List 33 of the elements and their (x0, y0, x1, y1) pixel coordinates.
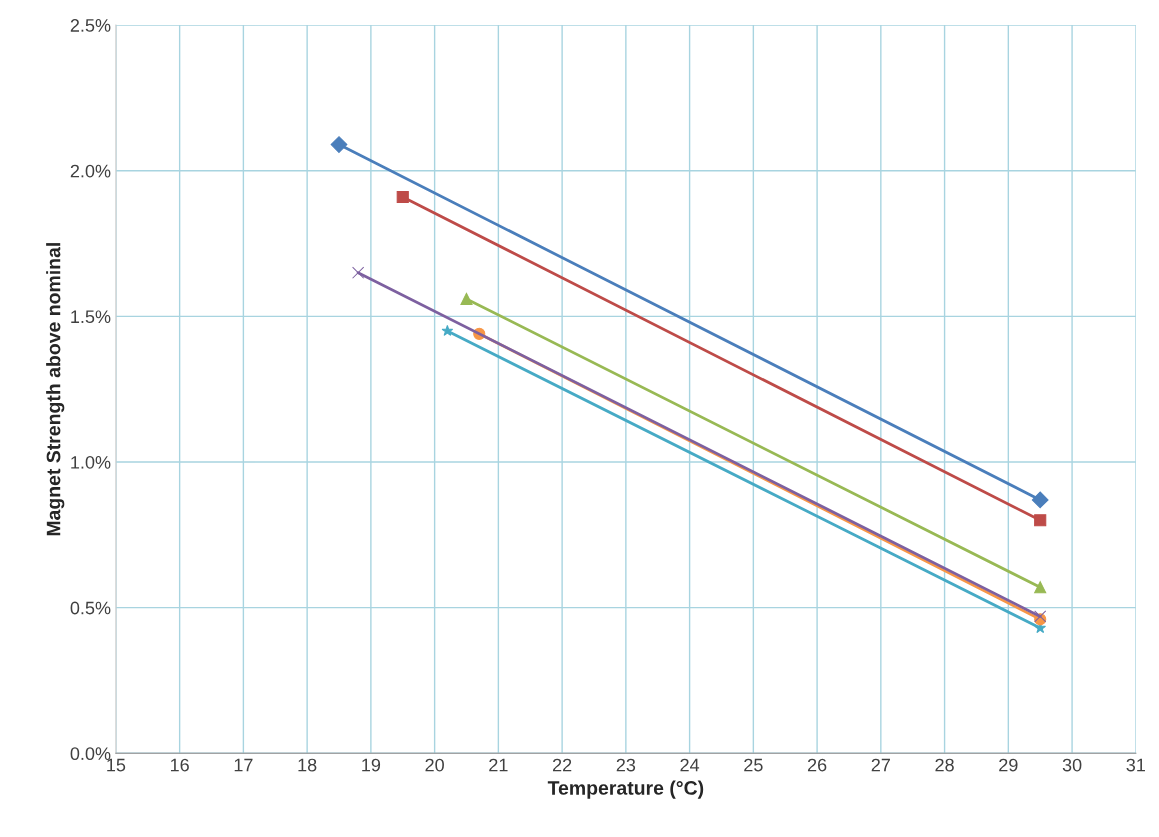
x-tick-label: 15 (107, 758, 126, 772)
point (330, 136, 348, 153)
y-tick-label: 2.5% (70, 19, 111, 32)
point (352, 266, 365, 279)
y-tick-label: 2.0% (70, 164, 111, 178)
x-tick-label: 16 (170, 758, 189, 772)
x-tick-label: 21 (489, 758, 508, 772)
y-tick-label: 0.0% (70, 747, 111, 761)
point (460, 292, 473, 305)
point (1034, 581, 1047, 594)
x-axis-title: Temperature (°C) (547, 780, 704, 799)
x-tick-label: 23 (616, 758, 636, 772)
x-tick-label: 24 (680, 758, 700, 772)
y-tick-label: 1.5% (71, 310, 111, 324)
x-tick-label: 20 (425, 758, 444, 772)
x-tick-label: 30 (1062, 758, 1082, 772)
x-tick-label: 19 (362, 758, 381, 772)
x-tick-label: 28 (935, 758, 954, 772)
x-tick-label: 29 (999, 758, 1018, 772)
point (396, 190, 409, 204)
x-tick-label: 17 (234, 758, 253, 772)
y-tick-label: 1.0% (71, 455, 111, 469)
x-tick-label: 26 (807, 758, 827, 772)
x-tick-label: 18 (298, 758, 317, 772)
y-axis-title: Magnet Strength above nominal (46, 243, 65, 536)
x-tick-label: 22 (552, 758, 572, 772)
x-tick-label: 27 (871, 758, 890, 772)
point (1031, 491, 1049, 509)
x-tick-label: 25 (744, 758, 763, 772)
point (441, 324, 454, 336)
x-tick-label: 31 (1126, 758, 1145, 772)
point (1034, 514, 1047, 527)
y-tick-label: 0.5% (70, 601, 111, 615)
